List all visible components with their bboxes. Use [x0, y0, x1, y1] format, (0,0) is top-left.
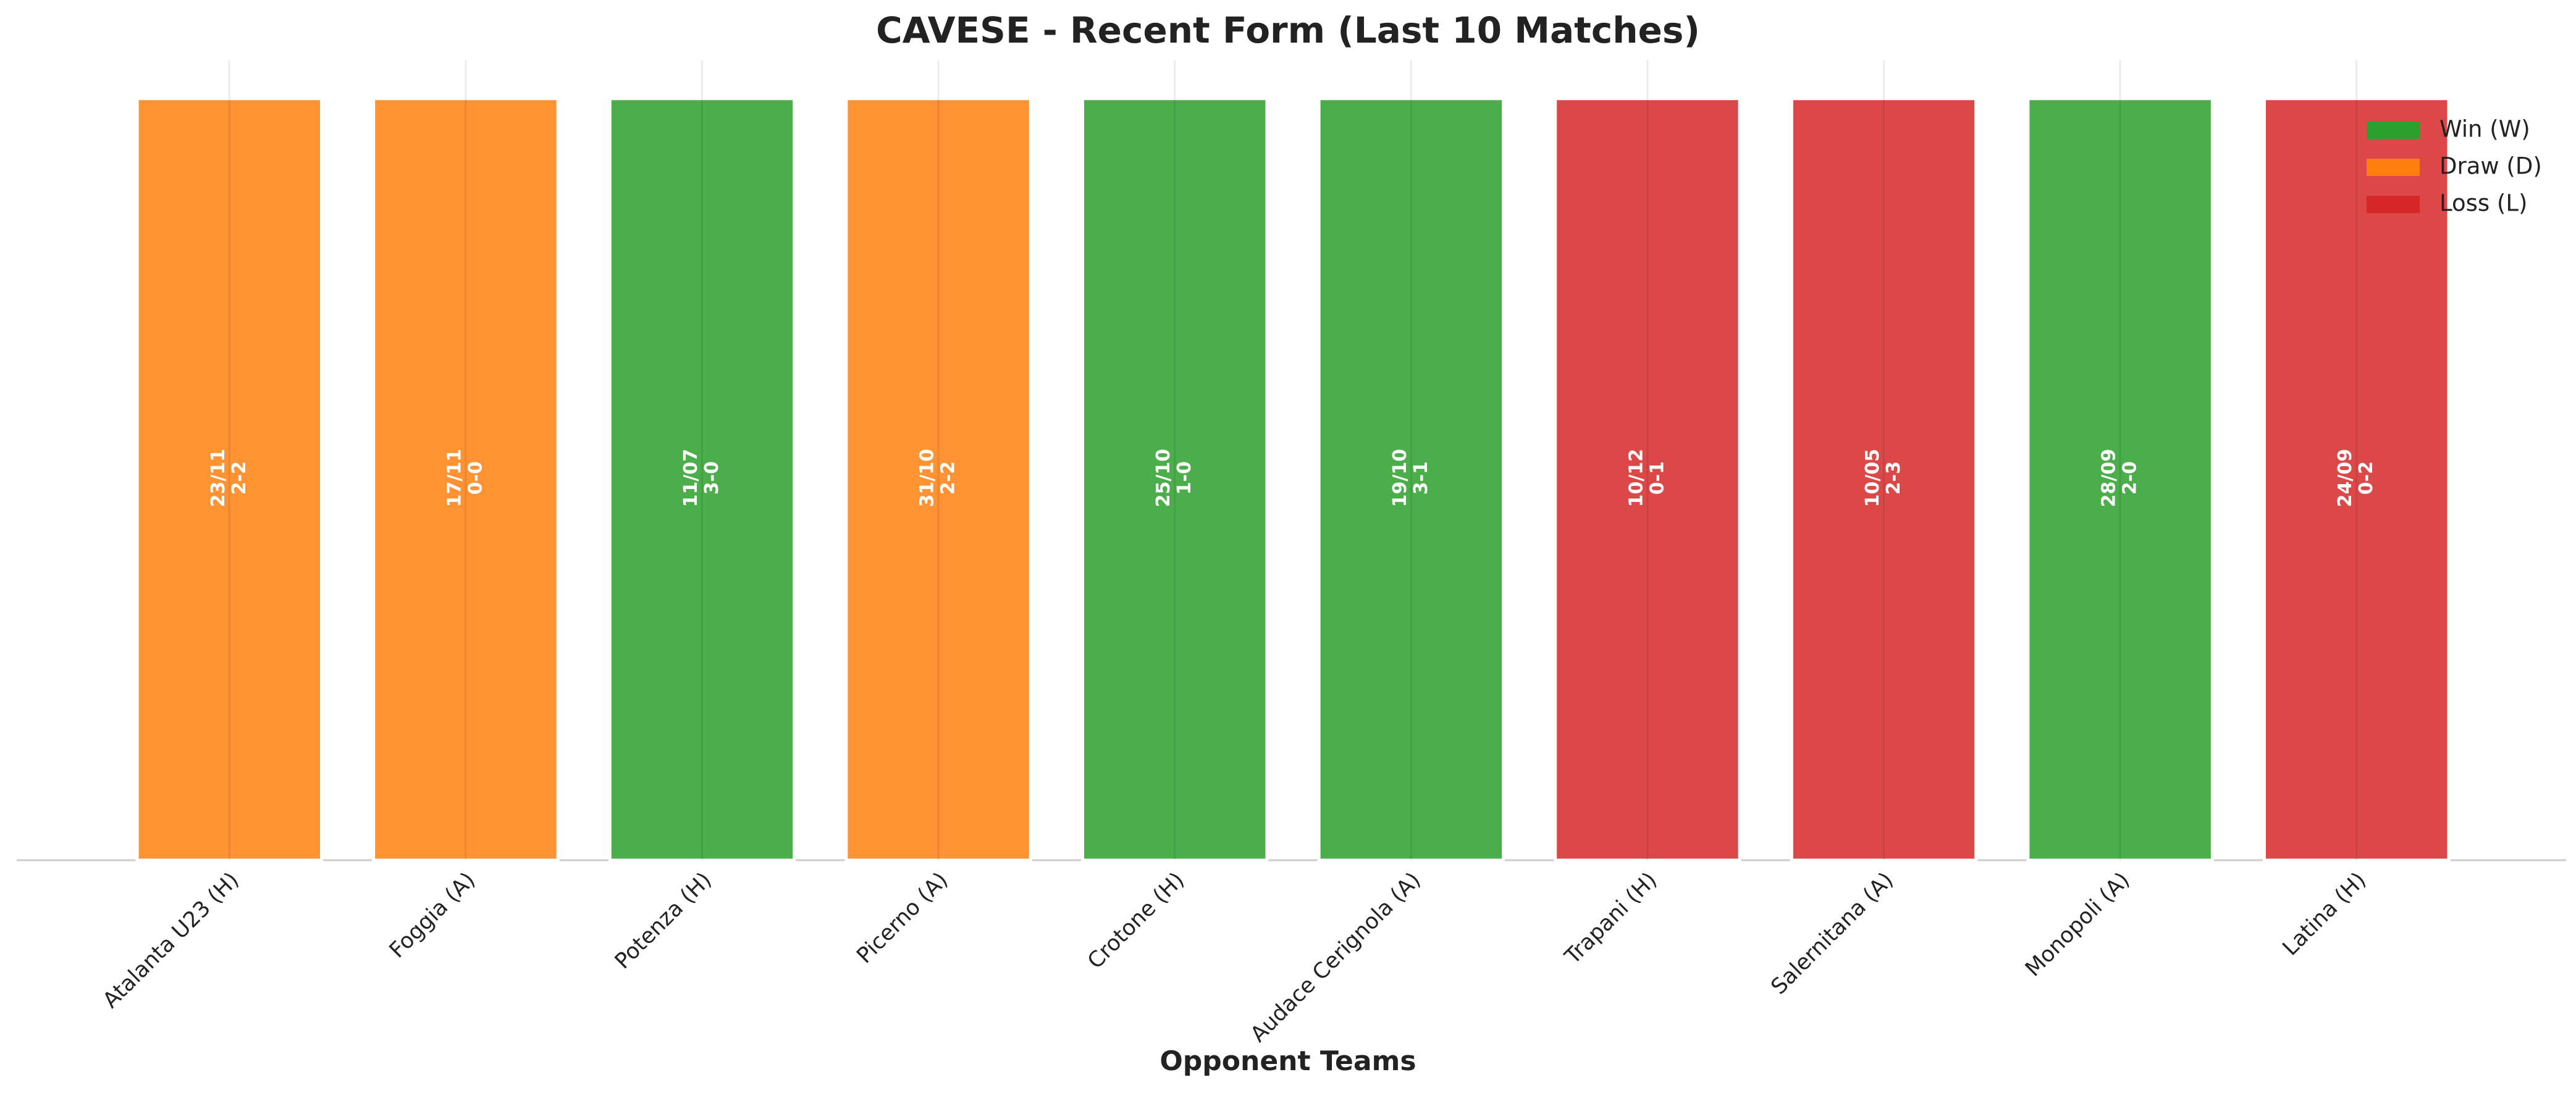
bar-date-label: 11/07	[680, 449, 702, 507]
x-tick-label: Picerno (A)	[852, 868, 953, 968]
x-tick-label: Latina (H)	[2278, 868, 2371, 960]
bar	[2262, 97, 2451, 862]
x-tick-label: Salernitana (A)	[1767, 868, 1898, 999]
bar-date-label: 25/10	[1153, 449, 1174, 507]
bar	[844, 97, 1032, 862]
bar-score-label: 1-0	[1174, 461, 1195, 495]
bar	[372, 97, 560, 862]
bar	[135, 97, 324, 862]
x-tick-label: Audace Cerignola (A)	[1246, 868, 1426, 1047]
legend-swatch	[2367, 196, 2420, 213]
bar-date-label: 31/10	[917, 449, 938, 507]
bar	[1554, 97, 1741, 862]
bar	[1790, 97, 1978, 862]
bar-score-label: 3-0	[701, 461, 723, 495]
legend-swatch	[2367, 122, 2420, 139]
bar-score-label: 3-1	[1410, 461, 1432, 495]
legend-swatch	[2367, 159, 2420, 176]
bar-score-label: 2-2	[229, 461, 250, 495]
bar-score-label: 0-1	[1646, 461, 1668, 495]
bar-date-label: 23/11	[208, 449, 229, 507]
bar-date-label: 28/09	[2098, 449, 2120, 507]
legend-label: Win (W)	[2439, 116, 2530, 143]
bar-score-label: 2-0	[2119, 461, 2141, 495]
bar-date-label: 17/11	[444, 449, 465, 507]
x-tick-label: Trapani (H)	[1560, 868, 1662, 969]
bar-date-label: 19/10	[1389, 449, 1411, 507]
x-tick-label: Potenza (H)	[610, 868, 717, 974]
legend-label: Draw (D)	[2439, 153, 2542, 180]
bar-score-label: 2-3	[1883, 461, 1905, 495]
bar	[1080, 97, 1269, 862]
bar-score-label: 2-2	[938, 461, 959, 495]
x-tick-label: Monopoli (A)	[2021, 868, 2134, 981]
bar-score-label: 0-2	[2355, 461, 2377, 495]
x-axis-label: Opponent Teams	[1160, 1045, 1416, 1077]
bar-date-label: 24/09	[2334, 449, 2356, 507]
x-tick-label: Crotone (H)	[1083, 868, 1189, 974]
legend-label: Loss (L)	[2439, 190, 2527, 217]
x-tick-label: Foggia (A)	[385, 868, 480, 963]
bar-score-label: 0-0	[465, 461, 486, 495]
bar-date-label: 10/12	[1625, 449, 1647, 507]
bar	[608, 97, 796, 862]
bar	[1317, 97, 1505, 862]
bar-date-label: 10/05	[1862, 449, 1884, 507]
x-tick-label: Atalanta U23 (H)	[98, 868, 244, 1013]
bar	[2026, 97, 2214, 862]
chart-title: CAVESE - Recent Form (Last 10 Matches)	[876, 9, 1700, 51]
